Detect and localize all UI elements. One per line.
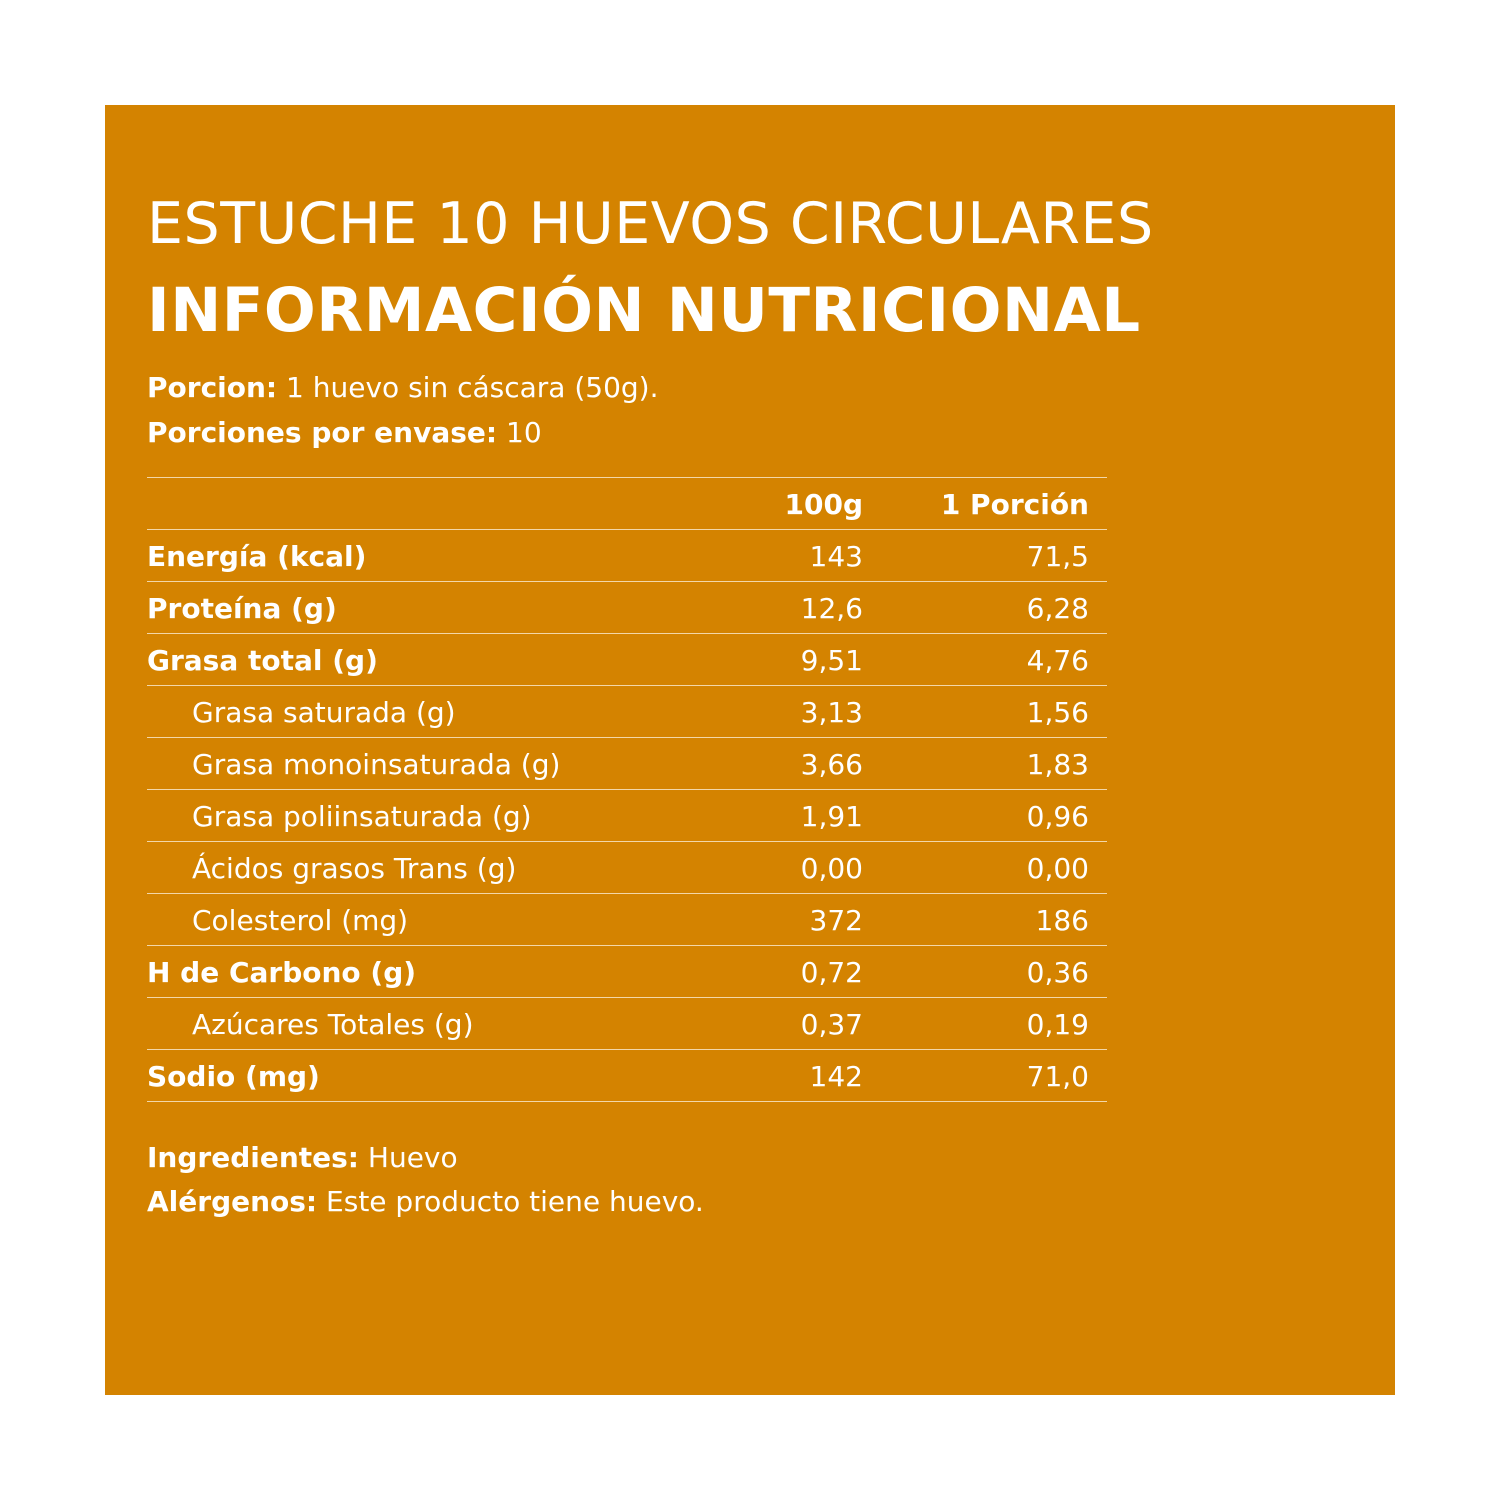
- nutrition-table: 100g 1 Porción Energía (kcal) 143 71,5 P…: [147, 477, 1107, 1102]
- row-value-100g: 0,00: [800, 852, 863, 885]
- portion-line: Porcion: 1 huevo sin cáscara (50g).: [147, 371, 659, 404]
- product-title: ESTUCHE 10 HUEVOS CIRCULARES: [147, 191, 1154, 257]
- portions-per-pack-line: Porciones por envase: 10: [147, 416, 542, 449]
- table-row: Energía (kcal) 143 71,5: [147, 530, 1107, 582]
- row-value-portion: 0,36: [1026, 956, 1089, 989]
- row-value-portion: 186: [1035, 904, 1089, 937]
- row-value-portion: 0,19: [1026, 1008, 1089, 1041]
- portion-label: Porcion:: [147, 371, 278, 404]
- row-label: Sodio (mg): [147, 1060, 320, 1093]
- table-row: H de Carbono (g) 0,72 0,36: [147, 946, 1107, 998]
- row-label: Grasa poliinsaturada (g): [192, 800, 532, 833]
- row-value-portion: 1,83: [1026, 748, 1089, 781]
- allergens-label: Alérgenos:: [147, 1185, 318, 1218]
- allergens-line: Alérgenos: Este producto tiene huevo.: [147, 1185, 704, 1218]
- table-header-row: 100g 1 Porción: [147, 478, 1107, 530]
- table-row: Grasa monoinsaturada (g) 3,66 1,83: [147, 738, 1107, 790]
- row-value-portion: 71,0: [1026, 1060, 1089, 1093]
- row-value-portion: 4,76: [1026, 644, 1089, 677]
- table-row: Azúcares Totales (g) 0,37 0,19: [147, 998, 1107, 1050]
- row-value-100g: 372: [809, 904, 863, 937]
- row-label: Grasa saturada (g): [192, 696, 456, 729]
- row-value-portion: 71,5: [1026, 540, 1089, 573]
- row-label: H de Carbono (g): [147, 956, 417, 989]
- row-value-100g: 0,72: [800, 956, 863, 989]
- row-value-100g: 1,91: [800, 800, 863, 833]
- table-row: Colesterol (mg) 372 186: [147, 894, 1107, 946]
- table-row: Proteína (g) 12,6 6,28: [147, 582, 1107, 634]
- row-value-portion: 1,56: [1026, 696, 1089, 729]
- portions-per-pack-label: Porciones por envase:: [147, 416, 498, 449]
- table-row: Ácidos grasos Trans (g) 0,00 0,00: [147, 842, 1107, 894]
- row-value-100g: 3,66: [800, 748, 863, 781]
- row-value-100g: 142: [809, 1060, 863, 1093]
- nutrition-panel: ESTUCHE 10 HUEVOS CIRCULARES INFORMACIÓN…: [105, 105, 1395, 1395]
- row-label: Grasa total (g): [147, 644, 378, 677]
- row-label: Energía (kcal): [147, 540, 367, 573]
- table-row: Sodio (mg) 142 71,0: [147, 1050, 1107, 1102]
- row-value-100g: 12,6: [800, 592, 863, 625]
- row-value-100g: 3,13: [800, 696, 863, 729]
- row-label: Colesterol (mg): [192, 904, 409, 937]
- ingredients-label: Ingredientes:: [147, 1141, 359, 1174]
- ingredients-line: Ingredientes: Huevo: [147, 1141, 458, 1174]
- table-row: Grasa saturada (g) 3,13 1,56: [147, 686, 1107, 738]
- portions-per-pack-value: 10: [497, 416, 542, 449]
- allergens-value: Este producto tiene huevo.: [317, 1185, 704, 1218]
- row-label: Grasa monoinsaturada (g): [192, 748, 561, 781]
- row-value-100g: 9,51: [800, 644, 863, 677]
- header-portion: 1 Porción: [940, 488, 1089, 521]
- ingredients-value: Huevo: [359, 1141, 458, 1174]
- section-title: INFORMACIÓN NUTRICIONAL: [147, 275, 1141, 346]
- row-value-portion: 0,00: [1026, 852, 1089, 885]
- header-100g: 100g: [784, 488, 864, 521]
- row-value-portion: 0,96: [1026, 800, 1089, 833]
- table-row: Grasa poliinsaturada (g) 1,91 0,96: [147, 790, 1107, 842]
- row-value-100g: 143: [809, 540, 863, 573]
- portion-value: 1 huevo sin cáscara (50g).: [277, 371, 659, 404]
- row-value-100g: 0,37: [800, 1008, 863, 1041]
- row-label: Proteína (g): [147, 592, 337, 625]
- row-value-portion: 6,28: [1026, 592, 1089, 625]
- table-row: Grasa total (g) 9,51 4,76: [147, 634, 1107, 686]
- row-label: Ácidos grasos Trans (g): [192, 852, 517, 885]
- row-label: Azúcares Totales (g): [192, 1008, 474, 1041]
